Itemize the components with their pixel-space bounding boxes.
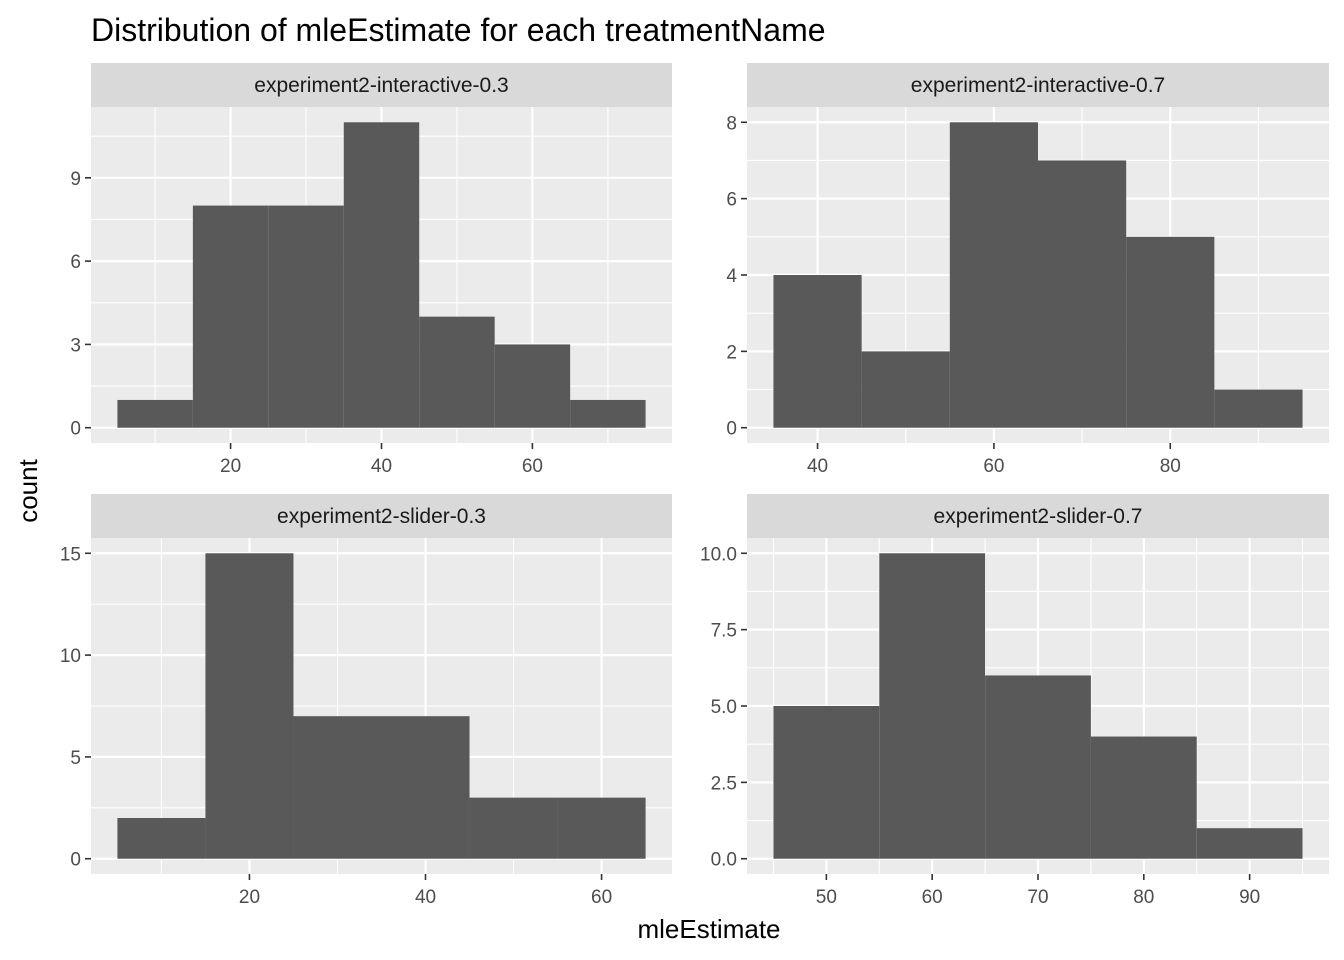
histogram-bar (268, 205, 344, 428)
x-tick-label: 20 (220, 456, 241, 477)
x-tick-label: 90 (1239, 887, 1260, 908)
histogram-bar (861, 351, 950, 428)
y-tick-label: 0.0 (711, 850, 737, 871)
y-tick-label: 15 (60, 544, 81, 565)
facet-panels: experiment2-interactive-0.320 40 600369exp… (60, 63, 1329, 908)
facet-strip (91, 494, 672, 538)
y-tick-label: 0 (70, 850, 81, 871)
histogram-bar (985, 675, 1091, 859)
histogram-bar (949, 122, 1038, 428)
x-tick-label: 80 (1133, 887, 1154, 908)
facet-panel: experiment2-interactive-0.7 40 60 80 0 2 4 6 8 (726, 63, 1329, 477)
facet-panel: experiment2-slider-0.7 50 60 70 80 90 0.0 2.5 5.… (700, 494, 1329, 908)
y-axis-label: count (13, 458, 43, 522)
y-tick-label: 2 (726, 342, 737, 363)
x-tick-label: 40 (415, 887, 436, 908)
histogram-bar (293, 716, 382, 859)
y-tick-label: 0 (70, 419, 81, 440)
histogram-bar (1038, 160, 1127, 428)
y-tick-label: 10.0 (700, 544, 737, 565)
x-tick-label: 40 (371, 456, 392, 477)
histogram-bar (1196, 828, 1303, 859)
x-tick-label: 20 (239, 887, 260, 908)
x-tick-label: 60 (522, 456, 543, 477)
facet-strip (747, 494, 1329, 538)
histogram-bar (419, 316, 495, 428)
facet-strip-label: experiment2-interactive-0.7 (911, 74, 1165, 97)
facet-panel: experiment2-slider-0.3 20 40 60 0 5 10 15 (60, 494, 672, 908)
x-tick-label: 50 (816, 887, 837, 908)
y-tick-label: 4 (726, 266, 737, 287)
y-tick-label: 3 (70, 335, 81, 356)
y-tick-label: 9 (70, 169, 81, 190)
histogram-bar (1126, 236, 1215, 428)
y-tick-label: 8 (726, 113, 737, 134)
histogram-bar (557, 797, 646, 859)
y-tick-label: 10 (60, 646, 81, 667)
y-tick-label: 5.0 (711, 697, 737, 718)
facet-strip (91, 63, 672, 107)
x-tick-label: 70 (1027, 887, 1048, 908)
histogram-bar (494, 344, 571, 428)
y-tick-label: 2.5 (711, 773, 737, 794)
x-tick-label: 80 (1160, 456, 1181, 477)
histogram-bar (879, 553, 986, 859)
facet-panel: experiment2-interactive-0.3 20 40 60 0 3 6 9 (70, 63, 672, 477)
histogram-bar (1090, 736, 1197, 859)
histogram-bar (117, 818, 206, 859)
histogram-bar (117, 399, 193, 428)
facet-strip-label: experiment2-slider-0.3 (277, 505, 486, 528)
histogram-bar (570, 399, 646, 428)
y-tick-label: 0 (726, 419, 737, 440)
chart-title: Distribution of mleEstimate for each tre… (91, 12, 826, 48)
histogram-bar (773, 706, 880, 859)
histogram-bar (469, 797, 558, 859)
y-tick-label: 7.5 (711, 621, 737, 642)
x-tick-label: 40 (807, 456, 828, 477)
histogram-bar (205, 553, 294, 859)
x-tick-label: 60 (922, 887, 943, 908)
histogram-bar (773, 275, 862, 428)
x-tick-label: 60 (591, 887, 612, 908)
histogram-bar (343, 122, 420, 428)
x-axis-label: mleEstimate (637, 914, 780, 944)
facet-strip (747, 63, 1329, 107)
histogram-bar (381, 716, 470, 859)
y-tick-label: 6 (70, 252, 81, 273)
y-tick-label: 6 (726, 190, 737, 211)
facet-strip-label: experiment2-slider-0.7 (934, 505, 1143, 528)
histogram-bar (192, 205, 269, 428)
facet-strip-label: experiment2-interactive-0.3 (254, 74, 508, 97)
histogram-bar (1214, 389, 1303, 428)
y-tick-label: 5 (70, 748, 81, 769)
x-tick-label: 60 (983, 456, 1004, 477)
